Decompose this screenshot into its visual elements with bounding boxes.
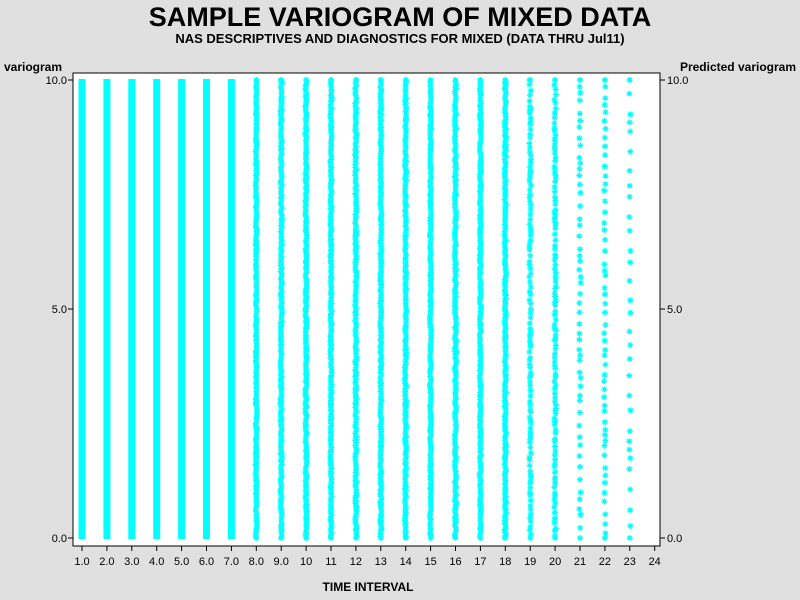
data-column-4 (153, 79, 161, 539)
x-tick-label: 8.0 (249, 556, 264, 568)
data-points (78, 77, 634, 541)
data-column-23 (626, 77, 634, 541)
data-column-20 (551, 77, 559, 541)
x-tick-label: 23 (624, 556, 636, 568)
x-tick-label: 17 (474, 556, 486, 568)
y-axis-label-left: variogram (4, 60, 63, 74)
y-tick-label-left: 5.0 (52, 304, 67, 316)
y-axis-label-right: Predicted variogram (679, 60, 796, 74)
data-column-1 (78, 79, 86, 539)
data-column-2 (103, 79, 111, 539)
data-column-9 (277, 77, 285, 541)
x-tick-label: 1.0 (74, 556, 89, 568)
data-column-8 (252, 77, 261, 541)
x-tick-label: 20 (549, 556, 561, 568)
data-column-6 (203, 79, 210, 539)
y-tick-label-left: 10.0 (46, 75, 67, 87)
data-column-22 (601, 77, 609, 541)
axes: 1.0 2.0 3.0 4.0 5.0 6.0 7.0 8.0 9.0 10 11 12 13 14 15 1… (46, 75, 689, 568)
x-tick-label: 13 (375, 556, 387, 568)
x-tick-label: 2.0 (99, 556, 114, 568)
data-column-15 (426, 77, 435, 541)
data-column-16 (451, 77, 460, 541)
y-tick-label-right: 10.0 (667, 75, 688, 87)
x-tick-label: 19 (524, 556, 536, 568)
x-tick-label: 10 (300, 556, 312, 568)
x-tick-label: 22 (599, 556, 611, 568)
data-column-19 (526, 77, 534, 541)
data-column-7 (227, 79, 235, 539)
data-column-11 (327, 77, 335, 541)
x-tick-label: 15 (424, 556, 436, 568)
data-column-13 (377, 77, 385, 541)
x-tick-label: 9.0 (274, 556, 289, 568)
data-column-5 (178, 79, 186, 539)
x-tick-label: 24 (649, 556, 661, 568)
x-tick-label: 4.0 (149, 556, 164, 568)
x-axis-label: TIME INTERVAL (322, 580, 414, 594)
data-column-17 (476, 77, 485, 541)
x-tick-label: 7.0 (224, 556, 239, 568)
data-column-3 (128, 79, 136, 539)
x-tick-label: 14 (400, 556, 412, 568)
x-tick-label: 12 (350, 556, 362, 568)
chart-subtitle: NAS DESCRIPTIVES AND DIAGNOSTICS FOR MIX… (175, 31, 625, 46)
data-column-14 (401, 77, 410, 541)
data-column-18 (501, 77, 510, 541)
x-tick-label: 21 (574, 556, 586, 568)
chart-title: SAMPLE VARIOGRAM OF MIXED DATA (148, 2, 652, 32)
x-tick-label: 18 (499, 556, 511, 568)
y-tick-label-right: 0.0 (667, 533, 682, 545)
plot-area (73, 73, 660, 546)
y-tick-label-left: 0.0 (52, 533, 67, 545)
x-tick-label: 6.0 (199, 556, 214, 568)
x-tick-label: 5.0 (174, 556, 189, 568)
data-column-12 (352, 77, 360, 541)
x-tick-label: 16 (449, 556, 461, 568)
data-column-21 (576, 77, 584, 541)
data-column-10 (302, 77, 310, 541)
y-tick-label-right: 5.0 (667, 304, 682, 316)
x-tick-label: 3.0 (124, 556, 139, 568)
x-tick-label: 11 (325, 556, 336, 568)
